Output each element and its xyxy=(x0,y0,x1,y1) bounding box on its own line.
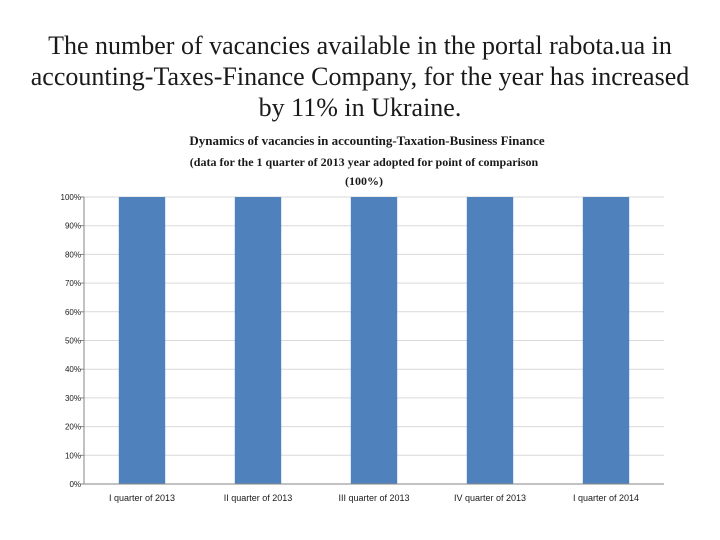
chart-subtitle: (data for the 1 quarter of 2013 year ado… xyxy=(190,155,539,188)
x-tick-label: III quarter of 2013 xyxy=(338,493,409,503)
chart-title: Dynamics of vacancies in accounting-Taxa… xyxy=(189,133,544,148)
bars xyxy=(118,197,630,484)
bar xyxy=(350,197,398,484)
y-tick-label: 40% xyxy=(65,365,81,374)
bar xyxy=(466,197,514,484)
y-tick-label: 60% xyxy=(65,308,81,317)
y-tick-label: 80% xyxy=(65,250,81,259)
y-tick-label: 20% xyxy=(65,423,81,432)
y-tick-label: 0% xyxy=(69,480,81,489)
x-tick-label: I quarter of 2013 xyxy=(109,493,175,503)
axes xyxy=(80,196,664,485)
slide-title: The number of vacancies available in the… xyxy=(30,31,690,122)
axis-labels: 0% 10% 20% 30% 40% 50% 60% 70% 80% 90% 100% I quart… xyxy=(61,193,639,503)
x-tick-label: IV quarter of 2013 xyxy=(454,493,526,503)
bar xyxy=(582,197,630,484)
bar xyxy=(234,197,282,484)
bar xyxy=(118,197,166,484)
x-tick-label: II quarter of 2013 xyxy=(224,493,293,503)
y-tick-label: 70% xyxy=(65,279,81,288)
y-tick-label: 30% xyxy=(65,394,81,403)
y-tick-label: 90% xyxy=(65,222,81,231)
y-tick-label: 10% xyxy=(65,451,81,460)
y-tick-label: 50% xyxy=(65,337,81,346)
x-tick-label: I quarter of 2014 xyxy=(573,493,639,503)
y-tick-label: 100% xyxy=(61,193,81,202)
